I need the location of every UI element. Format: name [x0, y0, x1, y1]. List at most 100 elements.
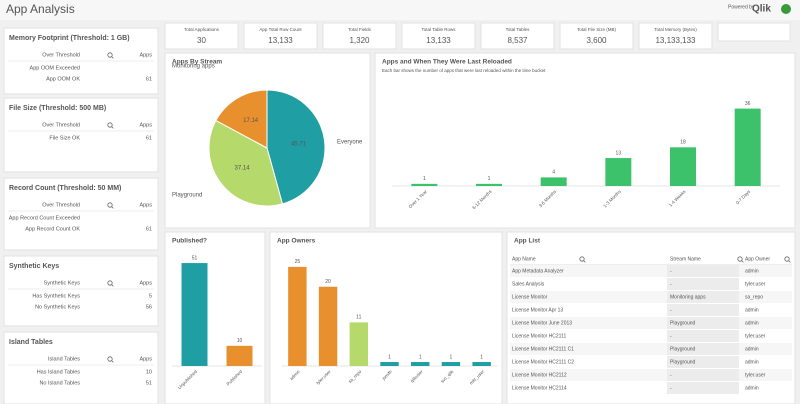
search-icon-handle: [111, 126, 114, 129]
bar-value: 20: [325, 279, 331, 285]
table-cell: Monitoring apps: [670, 294, 706, 300]
bar-value: 10: [237, 338, 243, 344]
kpi-label: Total File Size (MB): [577, 27, 617, 32]
bar[interactable]: [380, 362, 399, 366]
chart-subtitle: Each bar shows the number of apps that w…: [382, 68, 546, 73]
filter-row-label[interactable]: App OOM Exceeded: [30, 65, 80, 71]
kpi-box: [322, 22, 397, 50]
search-icon-handle: [741, 260, 744, 263]
table-cell: admin: [745, 268, 759, 274]
search-icon[interactable]: [107, 356, 113, 362]
filter-field[interactable]: Over Threshold: [42, 52, 80, 58]
chart-title: Apps and When They Were Last Reloaded: [382, 59, 512, 66]
bar[interactable]: [476, 183, 502, 186]
column-header[interactable]: App Name: [512, 256, 536, 262]
bar[interactable]: [411, 362, 430, 366]
slice-value: 45.71: [291, 141, 307, 147]
filter-row-count: 61: [146, 76, 152, 82]
search-icon[interactable]: [107, 52, 113, 58]
bar-value: 11: [356, 315, 361, 321]
filter-row-label[interactable]: App OOM OK: [46, 76, 80, 82]
kpi-label: Total Tables: [506, 27, 530, 32]
bar[interactable]: [472, 362, 491, 366]
search-icon[interactable]: [107, 202, 113, 208]
filter-count-header: Apps: [139, 52, 152, 58]
chart-title: Published?: [172, 238, 207, 245]
filter-field[interactable]: Over Threshold: [42, 202, 80, 208]
slice-label: Monitoring apps: [172, 64, 215, 70]
filter-panel: [3, 97, 159, 173]
bar[interactable]: [540, 177, 567, 186]
table-cell: License Monitor June 2013: [512, 320, 572, 326]
search-icon[interactable]: [107, 280, 113, 286]
search-icon-handle: [111, 206, 114, 209]
filter-field[interactable]: Synthetic Keys: [44, 280, 81, 286]
bar[interactable]: [318, 286, 338, 366]
bar[interactable]: [670, 147, 696, 186]
search-icon[interactable]: [784, 256, 790, 262]
bar[interactable]: [411, 183, 438, 186]
kpi-box: [243, 22, 318, 50]
filter-row-label[interactable]: No Synthetic Keys: [35, 304, 80, 310]
filter-row-label[interactable]: App Record Count OK: [25, 226, 80, 232]
bar[interactable]: [181, 263, 208, 366]
filter-row-label[interactable]: Has Island Tables: [37, 369, 81, 375]
filter-count-header: Apps: [139, 202, 152, 208]
table-cell: -: [670, 268, 672, 274]
filter-row-count: 56: [146, 304, 152, 310]
kpi-value: 8,537: [507, 36, 528, 45]
column-header[interactable]: Stream Name: [670, 256, 701, 262]
table-cell: tyler.user: [745, 281, 766, 287]
table-cell: License Monitor: [512, 294, 548, 300]
bar[interactable]: [605, 158, 632, 186]
search-icon[interactable]: [579, 256, 585, 262]
bar[interactable]: [349, 322, 368, 366]
bar[interactable]: [441, 362, 461, 366]
brand: Qlik: [752, 4, 771, 15]
filter-title: File Size (Threshold: 500 MB): [9, 105, 106, 112]
table-cell: -: [670, 372, 672, 378]
search-icon[interactable]: [737, 256, 743, 262]
filter-row-label[interactable]: File Size OK: [49, 135, 80, 141]
filter-row-count: 51: [146, 380, 152, 386]
table-cell: Playground: [670, 346, 696, 352]
filter-title: Memory Footprint (Threshold: 1 GB): [9, 35, 130, 42]
column-header[interactable]: App Owner: [745, 256, 770, 262]
pie-slice[interactable]: [266, 89, 326, 205]
search-icon-handle: [583, 260, 586, 263]
search-icon[interactable]: [107, 122, 113, 128]
brand-logo: [781, 4, 791, 14]
bar[interactable]: [226, 345, 253, 366]
filter-row-label[interactable]: Has Synthetic Keys: [32, 293, 80, 299]
filter-field[interactable]: Over Threshold: [42, 122, 80, 128]
stream-cell: [667, 369, 739, 381]
bar[interactable]: [288, 266, 307, 366]
table-cell: -: [670, 281, 672, 287]
table-cell: admin: [745, 320, 759, 326]
kpi-label: App Total Row Count: [259, 27, 302, 32]
chart-panel: [374, 52, 796, 229]
search-icon-handle: [788, 260, 791, 263]
kpi-box: [401, 22, 476, 50]
kpi-box: [480, 22, 555, 50]
bar-value: 1: [419, 354, 422, 360]
slice-value: 37.14: [235, 165, 251, 171]
filter-row-count: 61: [146, 135, 152, 141]
search-icon-handle: [111, 360, 114, 363]
stream-cell: [667, 265, 739, 277]
kpi-value: 13,133: [268, 36, 293, 45]
table-cell: admin: [745, 307, 759, 313]
filter-row-label[interactable]: No Island Tables: [39, 380, 80, 386]
bar[interactable]: [734, 108, 761, 186]
bar-value: 36: [745, 101, 751, 107]
pie-slice[interactable]: [208, 119, 284, 207]
filter-field[interactable]: Island Tables: [48, 356, 80, 362]
bar-value: 1: [388, 354, 391, 360]
filter-title: Synthetic Keys: [9, 263, 59, 270]
filter-count-header: Apps: [139, 356, 152, 362]
table-cell: -: [670, 385, 672, 391]
stream-cell: [667, 343, 739, 355]
filter-row-label[interactable]: App Record Count Exceeded: [9, 215, 80, 221]
pie-slice[interactable]: [215, 89, 268, 149]
